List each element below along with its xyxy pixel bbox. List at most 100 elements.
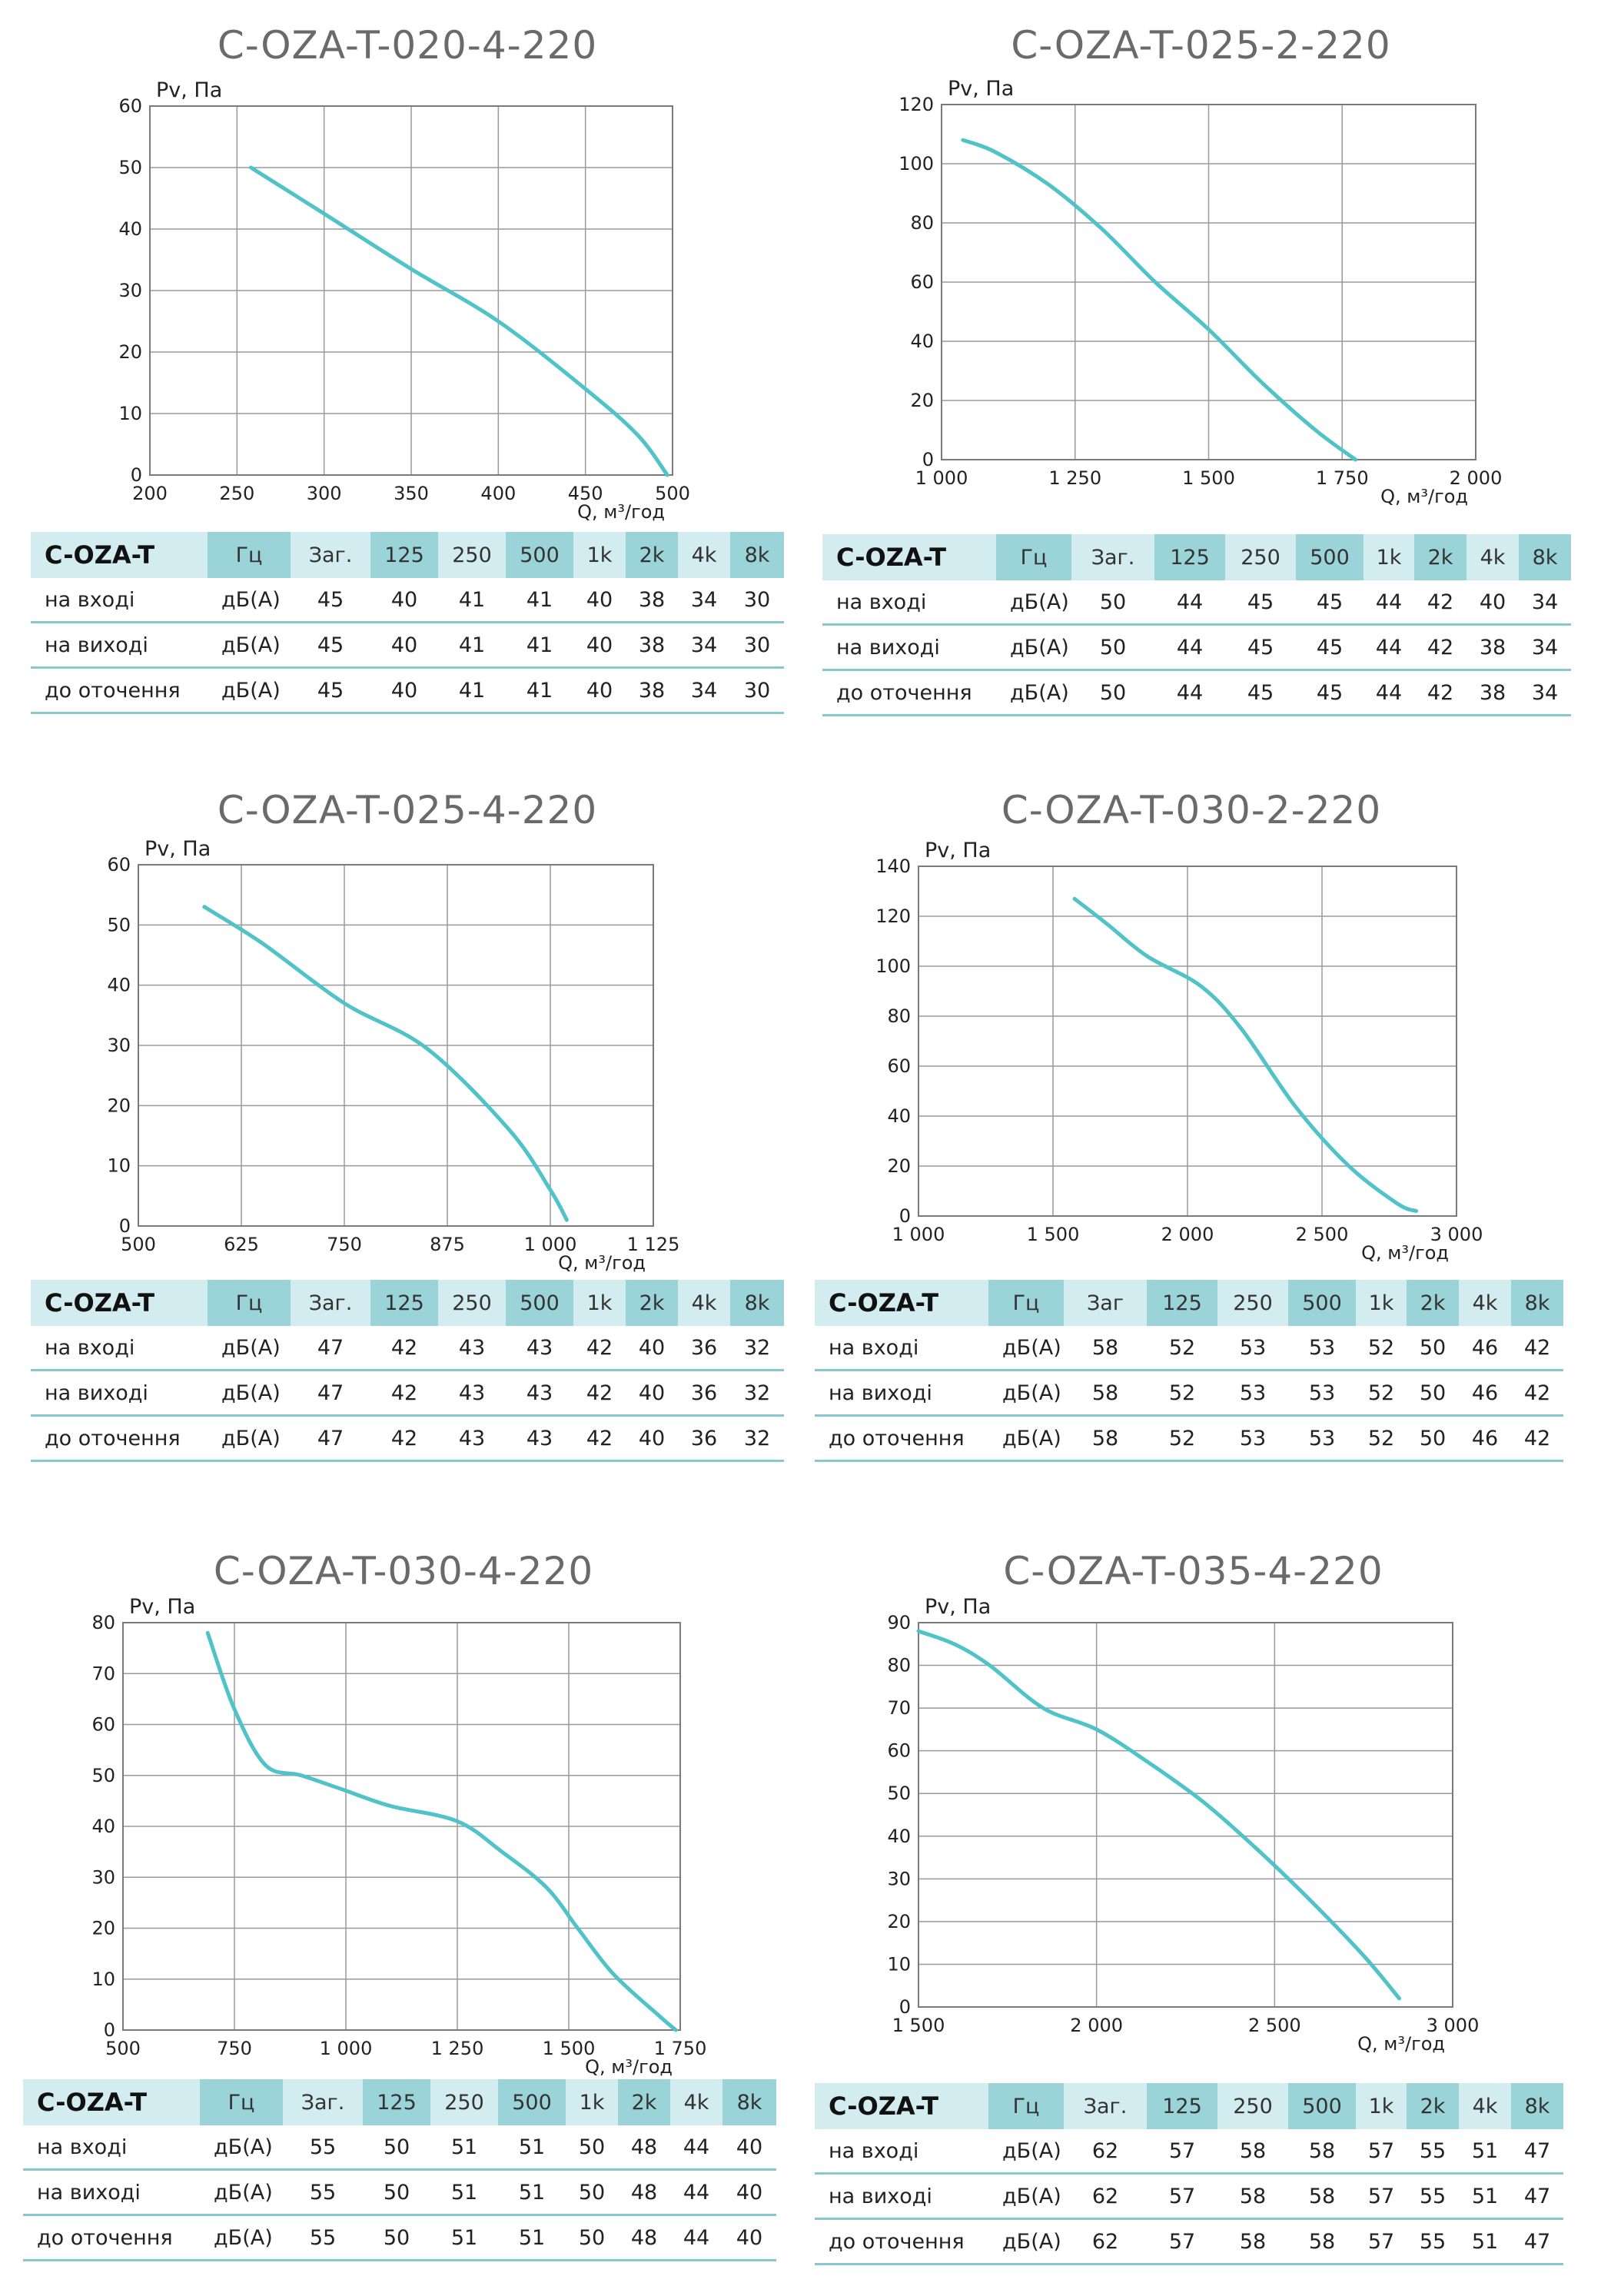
table-row: на виході дБ(A) 47 42 43 43 42 40 36 32 [31,1370,784,1417]
model-name: C-OZA-T [31,532,208,578]
value-cell: 45 [1225,624,1296,671]
value-cell: 45 [1225,670,1296,716]
x-tick-label: 750 [217,2038,252,2059]
performance-chart: 0 10 20 30 40 50 60 70 80 500 750 1 000 1 250 1 500 1 … [91,1595,706,2078]
column-header: 2k [1407,2083,1459,2129]
value-cell: 34 [678,578,730,623]
value-cell: 58 [1064,1370,1147,1417]
value-cell: 38 [626,667,678,714]
value-cell: 41 [506,578,573,623]
performance-curve [961,138,1358,462]
value-cell: 34 [1519,580,1571,626]
column-header: 1k [566,2079,618,2125]
value-cell: 53 [1217,1370,1288,1417]
value-cell: 30 [730,578,784,623]
value-cell: 58 [1064,1326,1147,1371]
row-label: на виході [822,624,996,671]
table-header-row: C-OZA-T Гц Заг 125 250 500 1k 2k 4k 8k [815,1280,1563,1326]
value-cell: 47 [291,1370,370,1417]
x-axis-label: Q, м³/год [558,1252,646,1274]
unit-cell: дБ(A) [208,667,291,714]
x-tick-label: 875 [430,1234,465,1255]
row-label: на вході [815,1326,988,1371]
y-tick-label: 40 [118,218,142,240]
noise-level-table: C-OZA-T Гц Заг 125 250 500 1k 2k 4k 8k на вході дБ(… [815,1280,1563,1462]
column-header: 500 [1288,2083,1356,2129]
value-cell: 43 [438,1326,506,1371]
y-tick-label: 60 [887,1740,911,1762]
value-cell: 55 [1407,2129,1459,2175]
column-header: 500 [498,2079,566,2125]
value-cell: 51 [498,2215,566,2261]
value-cell: 42 [1511,1370,1563,1417]
value-cell: 52 [1356,1415,1407,1462]
model-name: C-OZA-T [23,2079,200,2125]
x-tick-label: 625 [224,1234,259,1255]
unit-cell: дБ(A) [988,2129,1064,2175]
unit-cell: дБ(A) [208,622,291,669]
value-cell: 34 [1519,624,1571,671]
y-axis-label: Pv, Па [925,839,991,862]
value-cell: 36 [678,1326,730,1371]
value-cell: 43 [506,1370,573,1417]
value-cell: 50 [1407,1415,1459,1462]
value-cell: 51 [498,2125,566,2171]
y-tick-label: 50 [91,1765,115,1786]
value-cell: 47 [291,1326,370,1371]
y-tick-label: 50 [887,1783,911,1804]
value-cell: 40 [370,667,438,714]
column-header: 4k [678,532,730,578]
value-cell: 44 [1154,580,1225,626]
column-header: Гц [208,1280,291,1326]
model-name: C-OZA-T [822,534,996,580]
y-tick-label: 10 [118,403,142,424]
value-cell: 42 [1414,624,1467,671]
x-tick-label: 1 500 [1182,467,1235,489]
y-tick-label: 40 [887,1826,911,1847]
value-cell: 57 [1356,2129,1407,2175]
chart-title: C-OZA-T-030-4-220 [213,1549,594,1593]
y-tick-label: 20 [107,1095,131,1116]
x-tick-label: 1 000 [524,1234,577,1255]
column-header: 1k [1356,2083,1407,2129]
value-cell: 41 [506,622,573,669]
x-tick-label: 300 [307,483,342,504]
y-tick-label: 30 [887,1868,911,1889]
value-cell: 42 [573,1370,626,1417]
x-axis-label: Q, м³/год [1357,2033,1445,2055]
column-header: Заг. [283,2079,363,2125]
plot-frame [149,105,673,476]
x-tick-label: 1 500 [1027,1224,1080,1245]
value-cell: 57 [1147,2173,1217,2220]
value-cell: 52 [1356,1370,1407,1417]
performance-curve [249,165,669,477]
column-header: 2k [626,1280,678,1326]
y-tick-label: 40 [910,331,934,352]
plot-frame [918,866,1457,1217]
value-cell: 55 [1407,2173,1459,2220]
performance-chart: 0 10 20 30 40 50 60 500 625 750 875 1 000 1 125 Pv, П… [107,837,679,1274]
column-header: Заг [1064,1280,1147,1326]
x-tick-label: 1 500 [892,2015,945,2036]
value-cell: 50 [363,2169,430,2216]
value-cell: 53 [1217,1415,1288,1462]
table-row: на виході дБ(A) 50 44 45 45 44 42 38 34 [822,624,1571,671]
value-cell: 42 [1511,1326,1563,1371]
column-header: 2k [1414,534,1467,580]
value-cell: 40 [1467,580,1519,626]
value-cell: 53 [1217,1326,1288,1371]
column-header: 500 [506,532,573,578]
value-cell: 52 [1356,1326,1407,1371]
table-row: до оточення дБ(A) 45 40 41 41 40 38 34 30 [31,667,784,714]
column-header: Гц [988,1280,1064,1326]
value-cell: 38 [626,578,678,623]
table-row: на вході дБ(A) 50 44 45 45 44 42 40 34 [822,580,1571,626]
column-header: 2k [618,2079,670,2125]
column-header: 1k [1364,534,1414,580]
y-tick-label: 0 [899,1205,911,1227]
unit-cell: дБ(A) [988,1326,1064,1371]
column-header: 125 [1147,2083,1217,2129]
table-row: до оточення дБ(A) 58 52 53 53 52 50 46 42 [815,1415,1563,1462]
table-row: на вході дБ(A) 45 40 41 41 40 38 34 30 [31,578,784,623]
value-cell: 30 [730,622,784,669]
